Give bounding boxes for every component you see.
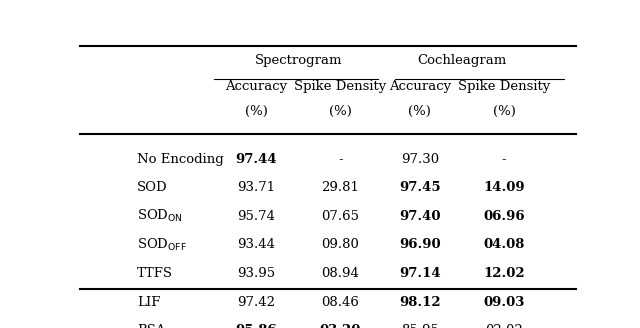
Text: 98.12: 98.12 — [399, 296, 440, 309]
Text: -: - — [338, 153, 342, 166]
Text: Spike Density: Spike Density — [458, 80, 550, 92]
Text: -: - — [502, 153, 506, 166]
Text: 97.44: 97.44 — [236, 153, 277, 166]
Text: 97.40: 97.40 — [399, 210, 440, 223]
Text: 08.94: 08.94 — [321, 267, 359, 280]
Text: Spike Density: Spike Density — [294, 80, 387, 92]
Text: (%): (%) — [244, 105, 268, 118]
Text: Accuracy: Accuracy — [225, 80, 287, 92]
Text: (%): (%) — [408, 105, 431, 118]
Text: 29.81: 29.81 — [321, 181, 359, 195]
Text: TTFS: TTFS — [137, 267, 173, 280]
Text: 09.80: 09.80 — [321, 238, 359, 252]
Text: SOD$_{\mathrm{OFF}}$: SOD$_{\mathrm{OFF}}$ — [137, 237, 187, 253]
Text: No Encoding: No Encoding — [137, 153, 224, 166]
Text: 03.20: 03.20 — [320, 324, 361, 328]
Text: 14.09: 14.09 — [483, 181, 525, 195]
Text: 93.71: 93.71 — [237, 181, 275, 195]
Text: 06.96: 06.96 — [483, 210, 525, 223]
Text: Spectrogram: Spectrogram — [255, 54, 342, 67]
Text: SOD: SOD — [137, 181, 168, 195]
Text: 97.30: 97.30 — [401, 153, 439, 166]
Text: 02.02: 02.02 — [485, 324, 523, 328]
Text: 96.90: 96.90 — [399, 238, 440, 252]
Text: 85.95: 85.95 — [401, 324, 438, 328]
Text: BSA: BSA — [137, 324, 166, 328]
Text: 95.74: 95.74 — [237, 210, 275, 223]
Text: 93.44: 93.44 — [237, 238, 275, 252]
Text: 09.03: 09.03 — [483, 296, 525, 309]
Text: 93.95: 93.95 — [237, 267, 275, 280]
Text: SOD$_{\mathrm{ON}}$: SOD$_{\mathrm{ON}}$ — [137, 208, 183, 224]
Text: 97.14: 97.14 — [399, 267, 440, 280]
Text: LIF: LIF — [137, 296, 161, 309]
Text: 95.86: 95.86 — [236, 324, 277, 328]
Text: 12.02: 12.02 — [483, 267, 525, 280]
Text: 07.65: 07.65 — [321, 210, 360, 223]
Text: 08.46: 08.46 — [321, 296, 359, 309]
Text: Accuracy: Accuracy — [388, 80, 451, 92]
Text: 04.08: 04.08 — [483, 238, 525, 252]
Text: (%): (%) — [493, 105, 515, 118]
Text: 97.45: 97.45 — [399, 181, 440, 195]
Text: 97.42: 97.42 — [237, 296, 275, 309]
Text: (%): (%) — [329, 105, 352, 118]
Text: Cochleagram: Cochleagram — [417, 54, 506, 67]
